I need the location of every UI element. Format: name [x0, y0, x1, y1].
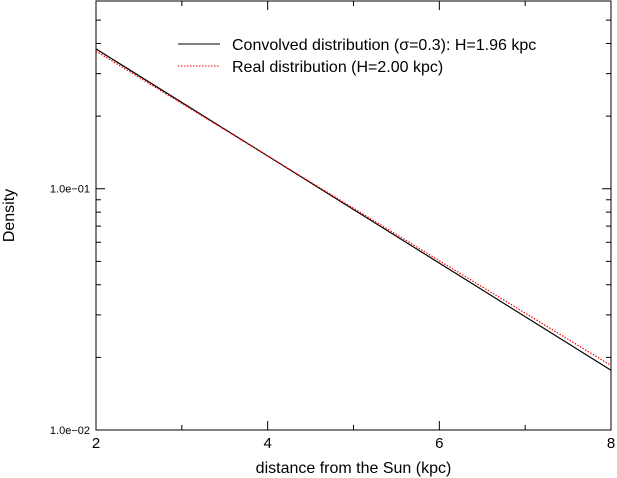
x-tick-label: 8 — [607, 435, 615, 452]
x-tick-label: 2 — [92, 435, 100, 452]
series-lines — [95, 48, 612, 371]
legend-label-real: Real distribution (H=2.00 kpc) — [232, 59, 443, 76]
y-tick-label: 1.0e−01 — [50, 184, 90, 196]
tick-labels: 2 4 6 8 1.0e−01 1.0e−02 — [50, 184, 615, 452]
series-line-real — [95, 50, 612, 367]
series-line-convolved — [95, 48, 612, 371]
axis-ticks — [95, 0, 612, 431]
x-axis-label: distance from the Sun (kpc) — [256, 460, 452, 477]
y-axis-label: Density — [1, 189, 18, 242]
legend: Convolved distribution (σ=0.3): H=1.96 k… — [178, 37, 536, 76]
y-tick-label: 1.0e−02 — [50, 425, 90, 437]
x-tick-label: 6 — [435, 435, 443, 452]
legend-label-convolved: Convolved distribution (σ=0.3): H=1.96 k… — [232, 37, 536, 54]
x-tick-label: 4 — [263, 435, 271, 452]
